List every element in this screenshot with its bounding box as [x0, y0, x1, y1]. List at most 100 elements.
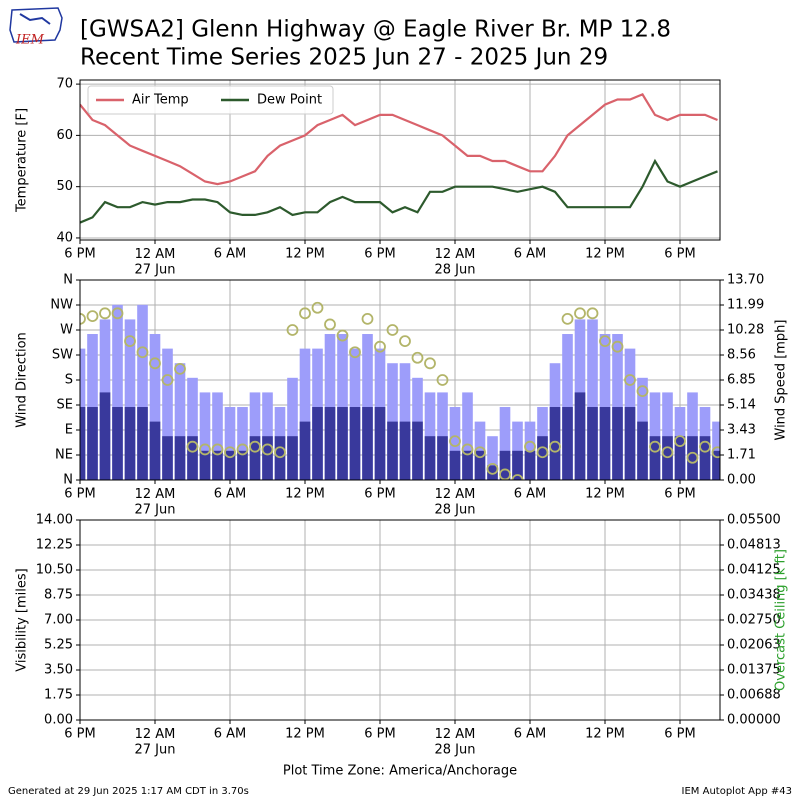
x-tick-label: 12 AM 27 Jun — [135, 487, 176, 518]
bar — [712, 450, 720, 480]
y-tick-label: 40 — [56, 230, 73, 245]
x-tick-label: 12 PM — [285, 727, 325, 742]
bar — [337, 407, 348, 480]
line — [80, 93, 718, 186]
x-axis-label: Plot Time Zone: America/Anchorage — [283, 764, 517, 779]
x-tick-label: 12 AM 28 Jun — [435, 487, 476, 518]
bar — [524, 450, 536, 480]
y-tick-label: 1.75 — [44, 688, 73, 703]
point — [399, 335, 411, 348]
point — [511, 474, 524, 480]
x-tick-label: 6 AM — [214, 247, 247, 262]
bar — [424, 436, 436, 480]
bar — [174, 436, 186, 480]
x-tick-label: 12 PM — [585, 727, 625, 742]
point — [186, 440, 199, 453]
bar — [449, 450, 461, 480]
y2-tick-label: 10.28 — [727, 323, 764, 338]
bar — [212, 392, 223, 480]
bar — [187, 377, 198, 480]
y-tick-label: 8.75 — [44, 588, 73, 603]
x-tick-label: 6 PM — [64, 247, 95, 262]
x-tick-label: 6 PM — [364, 487, 395, 502]
y2-tick-label: 0.00 — [727, 473, 756, 488]
x-tick-label: 6 PM — [364, 247, 395, 262]
bar — [199, 450, 211, 480]
y-tick-label: N — [63, 273, 73, 288]
y-tick-label: 12.25 — [36, 538, 73, 553]
line — [80, 158, 718, 224]
title-line: Recent Time Series 2025 Jun 27 - 2025 Ju… — [80, 45, 608, 71]
bar — [137, 407, 148, 480]
point — [261, 443, 274, 456]
bar — [124, 319, 136, 480]
x-tick-label: 6 AM — [514, 247, 547, 262]
point — [661, 446, 674, 459]
x-tick-label: 12 PM — [285, 487, 325, 502]
y2-tick-label: 6.85 — [727, 373, 756, 388]
point — [80, 312, 86, 325]
y-tick-label: NW — [50, 298, 73, 313]
point — [161, 374, 174, 386]
point — [111, 307, 124, 320]
y-tick-label: N — [63, 473, 73, 488]
bar — [112, 407, 123, 480]
y-tick-label: NE — [55, 448, 73, 463]
bar — [674, 436, 686, 480]
y-tick-label: 14.00 — [36, 513, 73, 528]
x-tick-label: 12 PM — [285, 247, 325, 262]
point — [449, 435, 461, 448]
point — [461, 443, 474, 456]
point — [486, 462, 499, 475]
point — [549, 440, 561, 453]
axes-frame — [79, 279, 721, 481]
bar — [412, 421, 423, 480]
y2-tick-label: 0.00688 — [727, 688, 781, 703]
y2-tick-label: 0.04125 — [727, 563, 781, 578]
y-axis-label: Wind Direction — [15, 332, 30, 428]
bar — [549, 407, 561, 480]
y2-tick-label: 0.05500 — [727, 513, 781, 528]
x-tick-label: 6 PM — [664, 727, 695, 742]
point — [361, 312, 374, 325]
point — [286, 324, 299, 336]
x-tick-label: 12 AM 28 Jun — [435, 247, 476, 278]
axes-frame — [79, 519, 721, 721]
x-tick-label: 12 PM — [585, 247, 625, 262]
footer-left: Generated at 29 Jun 2025 1:17 AM CDT in … — [8, 786, 249, 797]
bar — [212, 450, 223, 480]
point — [499, 468, 511, 480]
y2-tick-label: 5.14 — [727, 398, 756, 413]
bar — [624, 407, 636, 480]
logo: IEM — [9, 7, 63, 48]
bar — [137, 304, 148, 480]
y-axis-label: Visibility [miles] — [15, 568, 30, 671]
x-tick-label: 6 AM — [514, 487, 547, 502]
bar — [462, 450, 473, 480]
point — [99, 307, 111, 320]
bar — [474, 450, 486, 480]
point — [561, 312, 574, 325]
bar — [324, 407, 336, 480]
logo-network — [19, 13, 51, 25]
bar — [237, 450, 248, 480]
bar — [487, 465, 498, 480]
bar — [399, 421, 411, 480]
bar — [149, 421, 161, 480]
bar — [499, 450, 511, 480]
point — [299, 307, 311, 320]
point — [586, 307, 599, 320]
y-tick-label: SE — [57, 398, 73, 413]
point — [249, 440, 261, 453]
point — [636, 385, 649, 398]
point — [624, 374, 636, 386]
plot-area — [80, 301, 720, 480]
point — [86, 310, 99, 323]
legend-label: Dew Point — [257, 93, 322, 108]
point — [536, 446, 549, 459]
y2-tick-label: 0.01375 — [727, 663, 781, 678]
bar — [124, 407, 136, 480]
point — [424, 357, 436, 370]
y2-tick-label: 8.56 — [727, 348, 756, 363]
x-tick-label: 6 PM — [64, 727, 95, 742]
